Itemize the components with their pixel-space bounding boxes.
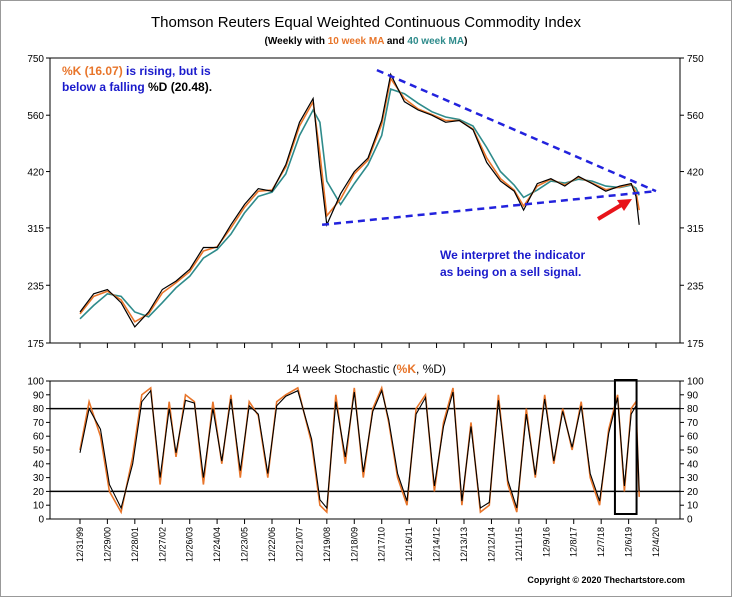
xtick-label-16: 12/11/15	[514, 527, 524, 561]
stoch-ytick-label-left-1: 10	[33, 501, 45, 512]
xtick-label-1: 12/29/00	[102, 527, 112, 562]
xtick-label-15: 12/12/14	[486, 527, 496, 562]
red-arrow-icon	[596, 199, 632, 221]
price-ytick-label-right-1: 235	[687, 281, 704, 292]
xtick-label-11: 12/17/10	[377, 527, 387, 562]
stoch-ytick-label-right-2: 20	[687, 487, 699, 498]
stochastic-title: 14 week Stochastic (%K, %D)	[286, 362, 446, 376]
stoch-title-d: %D	[423, 362, 443, 376]
price-ytick-label-left-3: 420	[27, 168, 44, 179]
xtick-label-5: 12/24/04	[212, 527, 222, 562]
stoch-ytick-label-left-5: 50	[33, 446, 45, 457]
price-series-group	[79, 72, 640, 328]
price-ytick-label-left-1: 235	[27, 281, 44, 292]
xtick-label-4: 12/26/03	[185, 527, 195, 562]
stoch-ytick-label-left-8: 80	[33, 404, 45, 415]
stoch-ytick-label-right-10: 100	[687, 377, 704, 388]
xtick-label-2: 12/28/01	[130, 527, 140, 562]
stoch-y-axis: 0 0 10 10 20 20 30 30 40 40 50 50 60 60 70 70 80 80 90 90 10…	[27, 377, 704, 526]
xtick-label-10: 12/18/09	[349, 527, 359, 562]
stoch-ytick-label-left-6: 60	[33, 432, 45, 443]
price-ytick-label-right-3: 420	[687, 168, 704, 179]
subtitle-suffix: )	[464, 36, 467, 47]
indicator-note-line2: below a falling %D (20.48).	[62, 80, 212, 94]
subtitle-mid: and	[384, 36, 407, 47]
stoch-ytick-label-right-6: 60	[687, 432, 699, 443]
stoch-ytick-label-right-7: 70	[687, 418, 699, 429]
stoch-ytick-label-right-0: 0	[687, 515, 693, 526]
stoch-ytick-label-left-7: 70	[33, 418, 45, 429]
trendline-group	[321, 68, 657, 227]
note-rising: is rising, but is	[123, 64, 211, 78]
xtick-label-21: 12/4/20	[651, 527, 661, 557]
stoch-title-mid: ,	[416, 362, 423, 376]
price-series-price	[79, 72, 640, 328]
xtick-label-18: 12/8/17	[569, 527, 579, 557]
price-ytick-label-right-4: 560	[687, 111, 704, 122]
main-title: Thomson Reuters Equal Weighted Continuou…	[151, 14, 581, 31]
x-axis: 12/31/99 12/29/00 12/28/01 12/27/02 12/26/03…	[75, 343, 661, 562]
stoch-ytick-label-right-8: 80	[687, 404, 699, 415]
note-pctk: %K (16.07)	[62, 64, 123, 78]
stoch-ytick-label-left-0: 0	[38, 515, 44, 526]
stoch-series-group	[79, 385, 640, 515]
price-panel-frame	[49, 57, 681, 344]
stoch-title-k: %K	[397, 362, 417, 376]
xtick-label-19: 12/7/18	[596, 527, 606, 557]
stoch-ytick-label-right-4: 40	[687, 459, 699, 470]
price-ytick-label-left-4: 560	[27, 111, 44, 122]
upper-trendline	[376, 68, 657, 193]
xtick-label-9: 12/19/08	[322, 527, 332, 562]
price-ytick-label-left-2: 315	[27, 224, 44, 235]
stoch-ytick-label-left-10: 100	[27, 377, 44, 388]
xtick-label-8: 12/21/07	[294, 527, 304, 562]
price-y-axis: 175 175 235 235 315 315 420 420 560 560 750 750	[27, 54, 704, 350]
sell-note-line1: We interpret the indicator	[440, 248, 585, 262]
lower-trendline	[321, 189, 657, 227]
stoch-ytick-label-right-3: 30	[687, 473, 699, 484]
note-pctd: %D	[148, 80, 168, 94]
stoch-ytick-label-right-1: 10	[687, 501, 699, 512]
subtitle-prefix: (Weekly with	[265, 36, 328, 47]
xtick-label-7: 12/22/06	[267, 527, 277, 562]
price-ytick-label-right-0: 175	[687, 339, 704, 350]
xtick-label-20: 12/6/19	[624, 527, 634, 557]
stoch-ytick-label-right-5: 50	[687, 446, 699, 457]
note-value: (20.48).	[167, 80, 212, 94]
subtitle-ma40: 40 week MA	[407, 36, 464, 47]
price-ytick-label-right-5: 750	[687, 54, 704, 65]
xtick-label-0: 12/31/99	[75, 527, 85, 562]
stoch-series-pct-d	[79, 388, 640, 510]
stoch-ytick-label-left-9: 90	[33, 390, 45, 401]
sell-note-line2: as being on a sell signal.	[440, 265, 581, 279]
highlight-box	[613, 379, 638, 515]
stoch-ytick-label-left-3: 30	[33, 473, 45, 484]
stoch-ytick-label-left-2: 20	[33, 487, 45, 498]
subtitle-ma10: 10 week MA	[328, 36, 384, 47]
price-ytick-label-right-2: 315	[687, 224, 704, 235]
main-subtitle: (Weekly with 10 week MA and 40 week MA)	[265, 36, 468, 47]
stoch-title-prefix: 14 week Stochastic (	[286, 362, 397, 376]
indicator-note-line1: %K (16.07) is rising, but is	[62, 64, 211, 78]
copyright: Copyright © 2020 Thechartstore.com	[527, 575, 685, 585]
stoch-ytick-label-left-4: 40	[33, 459, 45, 470]
note-below: below a falling	[62, 80, 148, 94]
price-ytick-label-left-0: 175	[27, 339, 44, 350]
xtick-label-6: 12/23/05	[240, 527, 250, 562]
xtick-label-12: 12/16/11	[404, 527, 414, 561]
price-ytick-label-left-5: 750	[27, 54, 44, 65]
xtick-label-13: 12/14/12	[432, 527, 442, 562]
stoch-ytick-label-right-9: 90	[687, 390, 699, 401]
stoch-title-suffix: )	[442, 362, 446, 376]
xtick-label-14: 12/13/13	[459, 527, 469, 562]
xtick-label-3: 12/27/02	[157, 527, 167, 562]
xtick-label-17: 12/9/16	[541, 527, 551, 557]
